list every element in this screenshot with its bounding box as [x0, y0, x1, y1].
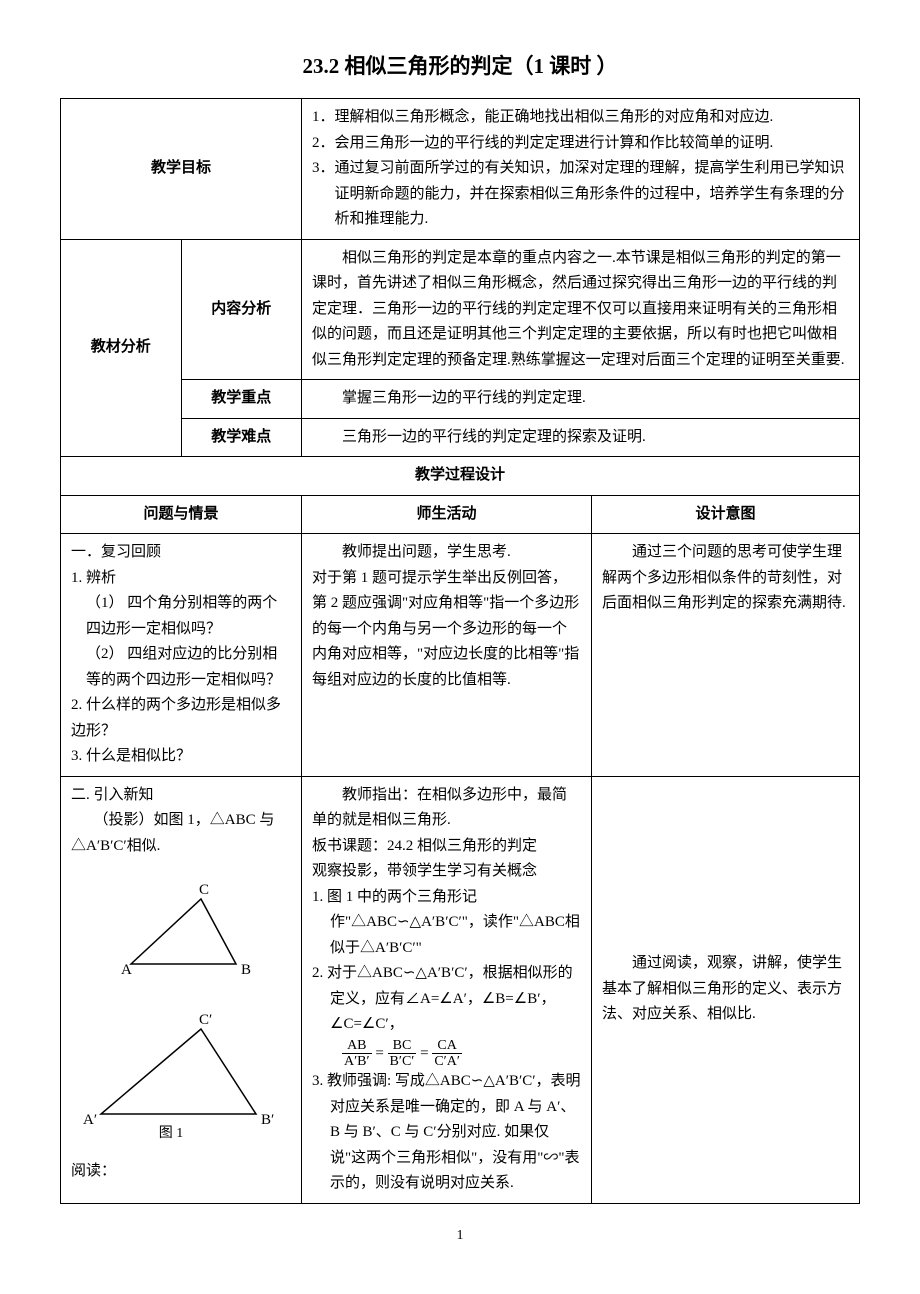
keypoint-text: 掌握三角形一边的平行线的判定定理.	[302, 380, 860, 419]
process-header: 教学过程设计	[61, 457, 860, 496]
lesson-plan-table: 教学目标 1．理解相似三角形概念，能正确地找出相似三角形的对应角和对应边. 2．…	[60, 98, 860, 1204]
content-label: 内容分析	[181, 239, 302, 380]
difficulty-text: 三角形一边的平行线的判定定理的探索及证明.	[302, 418, 860, 457]
triangle-abc-figure: A B C	[91, 879, 271, 989]
vertex-a-prime: A′	[83, 1112, 97, 1128]
goal-item-1: 1．理解相似三角形概念，能正确地找出相似三角形的对应角和对应边.	[312, 105, 849, 131]
review-purpose-cell: 通过三个问题的思考可使学生理解两个多边形相似条件的苛刻性，对后面相似三角形判定的…	[592, 534, 860, 777]
goal-item-2: 2．会用三角形一边的平行线的判定定理进行计算和作比较简单的证明.	[312, 131, 849, 157]
review-sub2: 2. 什么样的两个多边形是相似多边形？	[71, 693, 291, 744]
equals-1: =	[375, 1045, 387, 1061]
intro-activity-cell: 教师指出：在相似多边形中，最简单的就是相似三角形. 板书课题：24.2 相似三角…	[302, 776, 592, 1203]
vertex-b: B	[241, 962, 251, 978]
col-header-activity: 师生活动	[302, 495, 592, 534]
frac-bc-num: BC	[388, 1038, 417, 1054]
review-item2: （2） 四组对应边的比分别相等的两个四边形一定相似吗？	[71, 642, 291, 693]
review-activity-cell: 教师提出问题，学生思考. 对于第 1 题可提示学生举出反例回答，第 2 题应强调…	[302, 534, 592, 777]
goal-item-3: 3．通过复习前面所学过的有关知识，加深对定理的理解，提高学生利用已学知识证明新命…	[312, 156, 849, 233]
frac-ab-num: AB	[342, 1038, 372, 1054]
difficulty-label: 教学难点	[181, 418, 302, 457]
frac-ca-num: CA	[432, 1038, 462, 1054]
activity-intro: 教师指出：在相似多边形中，最简单的就是相似三角形.	[312, 783, 581, 834]
activity-observe: 观察投影，带领学生学习有关概念	[312, 859, 581, 885]
goals-content: 1．理解相似三角形概念，能正确地找出相似三角形的对应角和对应边. 2．会用三角形…	[302, 99, 860, 240]
intro-read: 阅读：	[71, 1159, 291, 1185]
activity-item3: 3. 教师强调: 写成△ABC∽△A′B′C′，表明对应关系是唯一确定的，即 A…	[312, 1069, 581, 1197]
activity-board: 板书课题：24.2 相似三角形的判定	[312, 834, 581, 860]
vertex-a: A	[121, 962, 132, 978]
triangle-abc-prime-figure: A′ B′ C′ 图 1	[71, 1009, 291, 1139]
review-sub1: 1. 辨析	[71, 566, 291, 592]
review-sub3: 3. 什么是相似比？	[71, 744, 291, 770]
page-number: 1	[60, 1228, 860, 1244]
figure-caption: 图 1	[159, 1126, 184, 1139]
activity-item2: 2. 对于△ABC∽△A′B′C′，根据相似形的定义，应有∠A=∠A′，∠B=∠…	[312, 961, 581, 1038]
vertex-c-prime: C′	[199, 1012, 212, 1028]
keypoint-label: 教学重点	[181, 380, 302, 419]
frac-ab-den: A′B′	[342, 1054, 372, 1069]
intro-text: （投影）如图 1，△ABC 与△A′B′C′相似.	[71, 808, 291, 859]
vertex-c: C	[199, 882, 209, 898]
frac-bc-den: B′C′	[388, 1054, 417, 1069]
goals-label: 教学目标	[61, 99, 302, 240]
equals-2: =	[420, 1045, 432, 1061]
content-text: 相似三角形的判定是本章的重点内容之一.本节课是相似三角形的判定的第一课时，首先讲…	[302, 239, 860, 380]
intro-purpose-cell: 通过阅读，观察，讲解，使学生基本了解相似三角形的定义、表示方法、对应关系、相似比…	[592, 776, 860, 1203]
page-title: 23.2 相似三角形的判定（1 课时 ）	[60, 50, 860, 80]
col-header-purpose: 设计意图	[592, 495, 860, 534]
vertex-b-prime: B′	[261, 1112, 274, 1128]
material-label: 教材分析	[61, 239, 182, 457]
col-header-question: 问题与情景	[61, 495, 302, 534]
ratio-formula: ABA′B′ = BCB′C′ = CAC′A′	[312, 1038, 581, 1070]
review-item1: （1） 四个角分别相等的两个四边形一定相似吗？	[71, 591, 291, 642]
frac-ca-den: C′A′	[432, 1054, 462, 1069]
review-title: 一．复习回顾	[71, 540, 291, 566]
review-question-cell: 一．复习回顾 1. 辨析 （1） 四个角分别相等的两个四边形一定相似吗？ （2）…	[61, 534, 302, 777]
activity-item1: 1. 图 1 中的两个三角形记作"△ABC∽△A′B′C′"，读作"△ABC相似…	[312, 885, 581, 962]
intro-question-cell: 二. 引入新知 （投影）如图 1，△ABC 与△A′B′C′相似. A B C …	[61, 776, 302, 1203]
intro-title: 二. 引入新知	[71, 783, 291, 809]
